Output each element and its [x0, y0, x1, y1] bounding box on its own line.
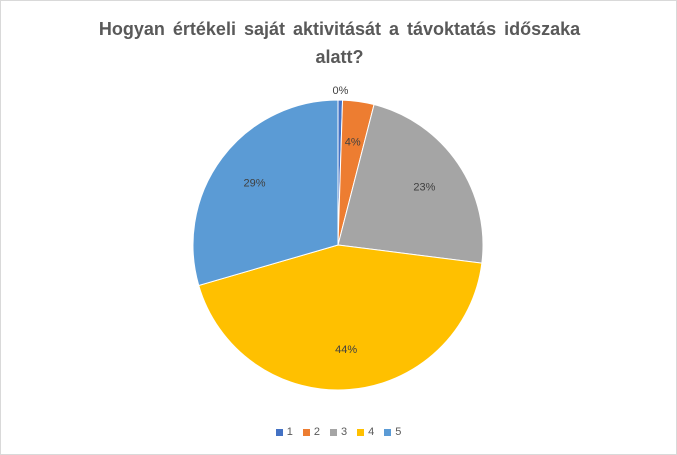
legend-swatch-5 [384, 428, 392, 436]
data-label-2: 4% [345, 137, 361, 149]
legend-item-5: 5 [384, 426, 401, 438]
legend-swatch-3 [329, 428, 337, 436]
legend-item-4: 4 [357, 426, 374, 438]
legend-item-2: 2 [302, 426, 320, 438]
legend-swatch-4 [357, 428, 365, 436]
legend-item-3: 3 [329, 426, 348, 438]
legend-label-3: 3 [340, 426, 348, 438]
legend-label-4: 4 [368, 426, 375, 438]
legend-label-1: 1 [286, 426, 293, 438]
data-label-5: 29% [243, 177, 265, 189]
legend-label-2: 2 [313, 426, 320, 438]
pie-slice-4 [198, 244, 483, 391]
chart-title-line-1: Hogyan értékeli saját aktivitását a távo… [98, 19, 581, 39]
data-label-4: 44% [335, 344, 357, 356]
chart-legend: 1 2 3 4 5 [0, 426, 677, 438]
legend-swatch-2 [302, 428, 310, 436]
legend-swatch-1 [275, 428, 283, 436]
chart-title-line-2: alatt? [315, 47, 364, 67]
chart-title: Hogyan értékeli saját aktivitását a távo… [61, 15, 618, 71]
data-label-3: 23% [413, 181, 435, 193]
pie-slice-3 [337, 103, 484, 264]
legend-label-5: 5 [395, 426, 402, 438]
legend-item-1: 1 [275, 426, 293, 438]
pie-slice-5 [192, 99, 339, 287]
data-label-1: 0% [332, 85, 348, 97]
